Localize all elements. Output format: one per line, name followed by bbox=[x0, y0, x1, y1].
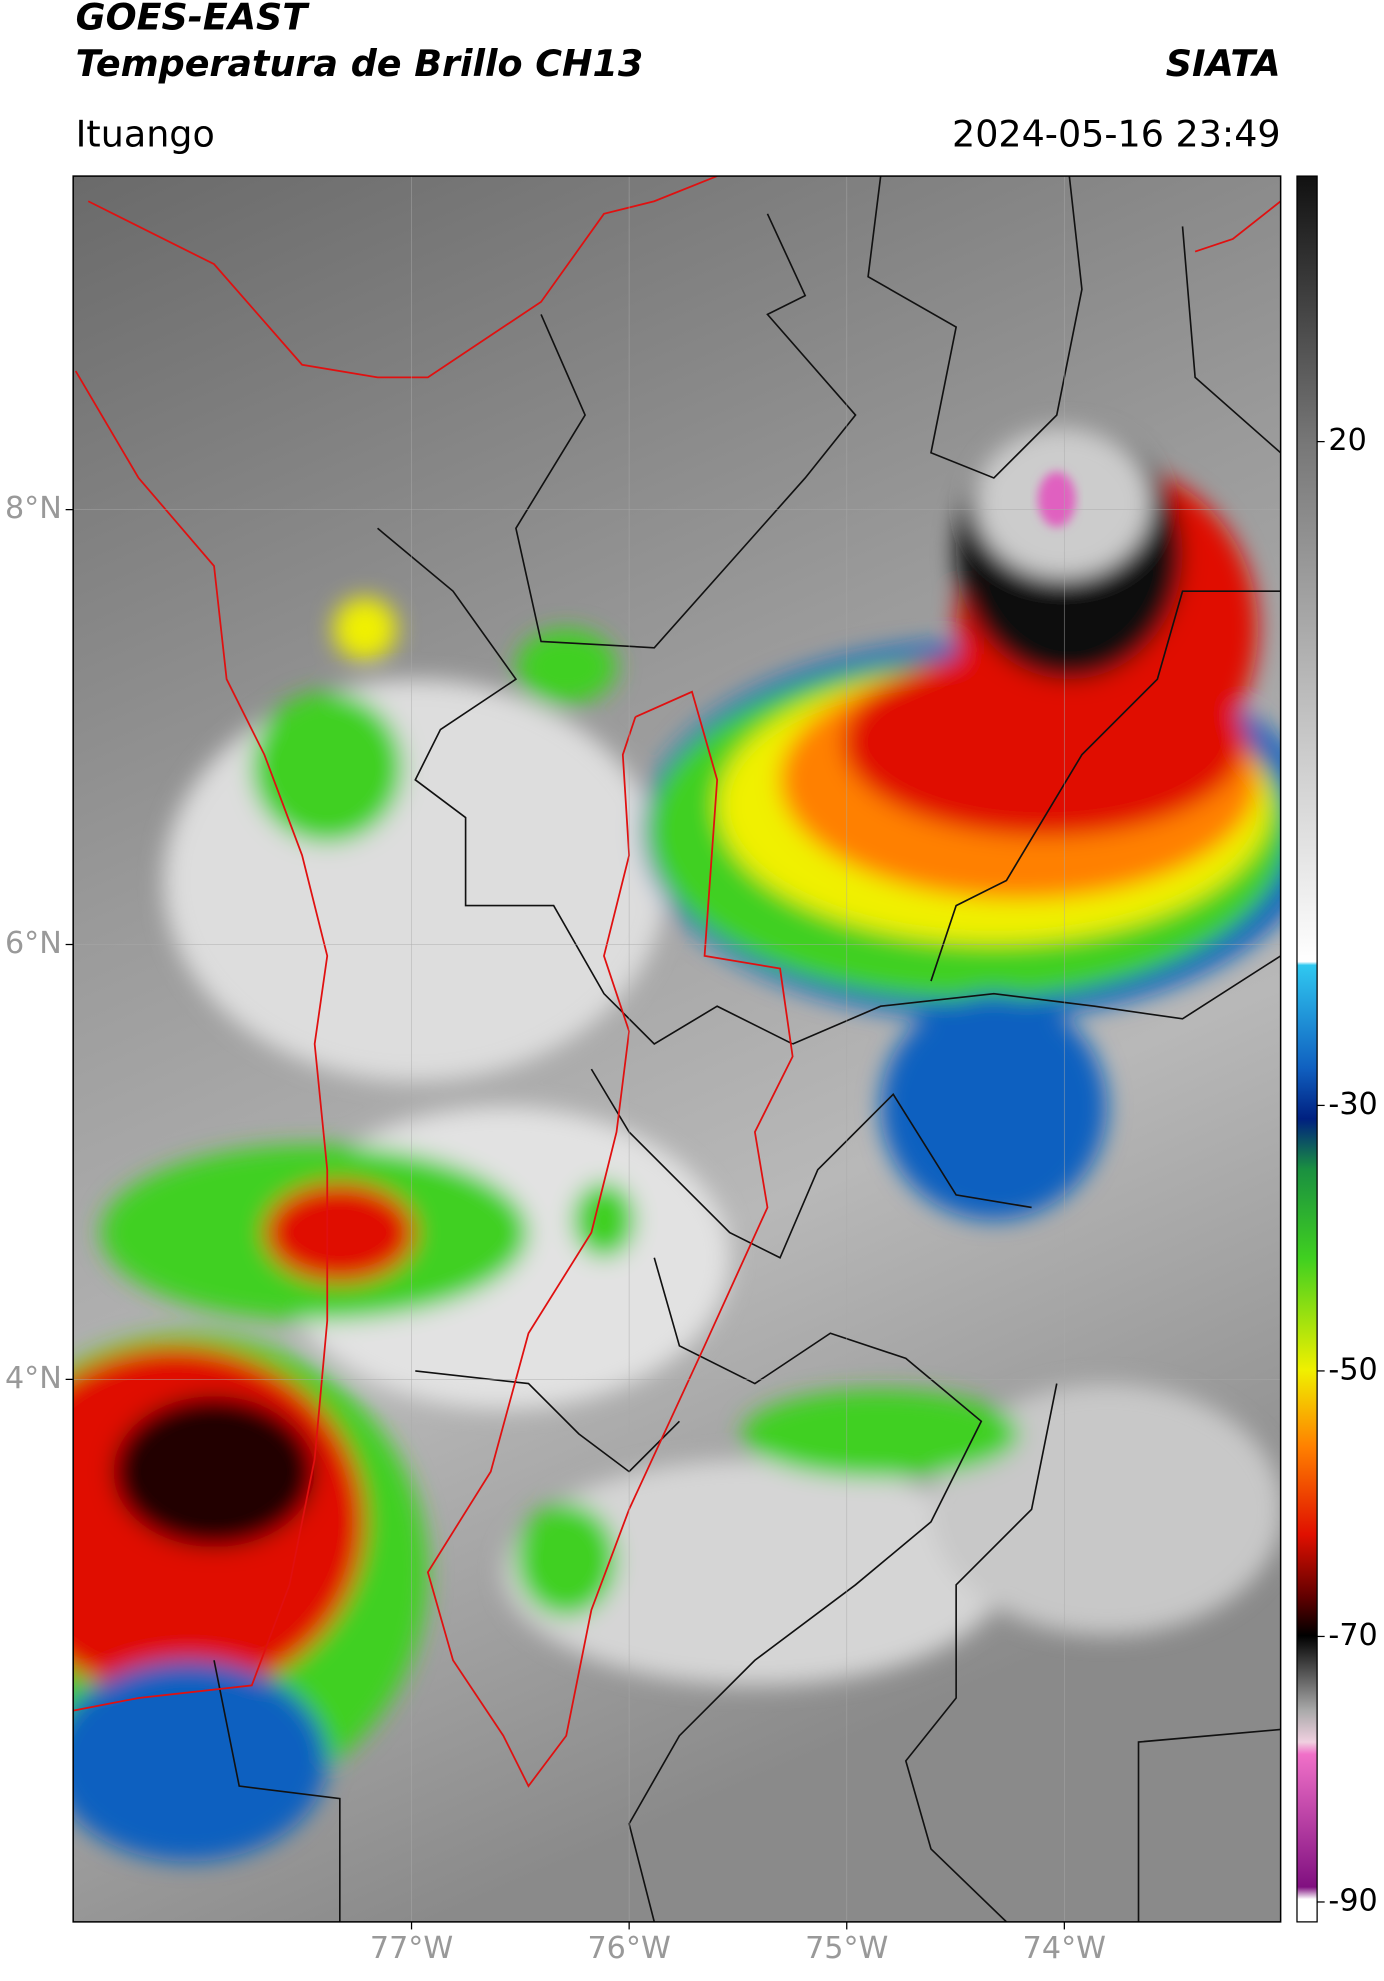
location: Ituango bbox=[76, 112, 215, 155]
graticule bbox=[73, 176, 1281, 1922]
lat-label: 4°N bbox=[5, 1361, 62, 1396]
lon-label: 75°W bbox=[805, 1931, 888, 1966]
colorbar-label: -90 bbox=[1328, 1883, 1377, 1918]
satellite-image bbox=[73, 176, 1281, 1922]
colorbar-label: -30 bbox=[1328, 1087, 1377, 1122]
colorbar-label: -50 bbox=[1328, 1352, 1377, 1387]
source: GOES-EAST bbox=[76, 0, 311, 38]
lat-label: 6°N bbox=[5, 926, 62, 961]
colorbar bbox=[1296, 175, 1318, 1923]
map-frame bbox=[72, 175, 1282, 1923]
title: Temperatura de Brillo CH13 bbox=[76, 42, 644, 85]
colorbar-label: -70 bbox=[1328, 1618, 1377, 1653]
lon-label: 77°W bbox=[370, 1931, 453, 1966]
lon-label: 76°W bbox=[587, 1931, 670, 1966]
datetime: 2024-05-16 23:49 bbox=[952, 112, 1281, 155]
lat-label: 8°N bbox=[5, 491, 62, 526]
colorbar-label: 20 bbox=[1328, 423, 1366, 458]
org: SIATA bbox=[1166, 42, 1281, 85]
lon-label: 74°W bbox=[1023, 1931, 1106, 1966]
